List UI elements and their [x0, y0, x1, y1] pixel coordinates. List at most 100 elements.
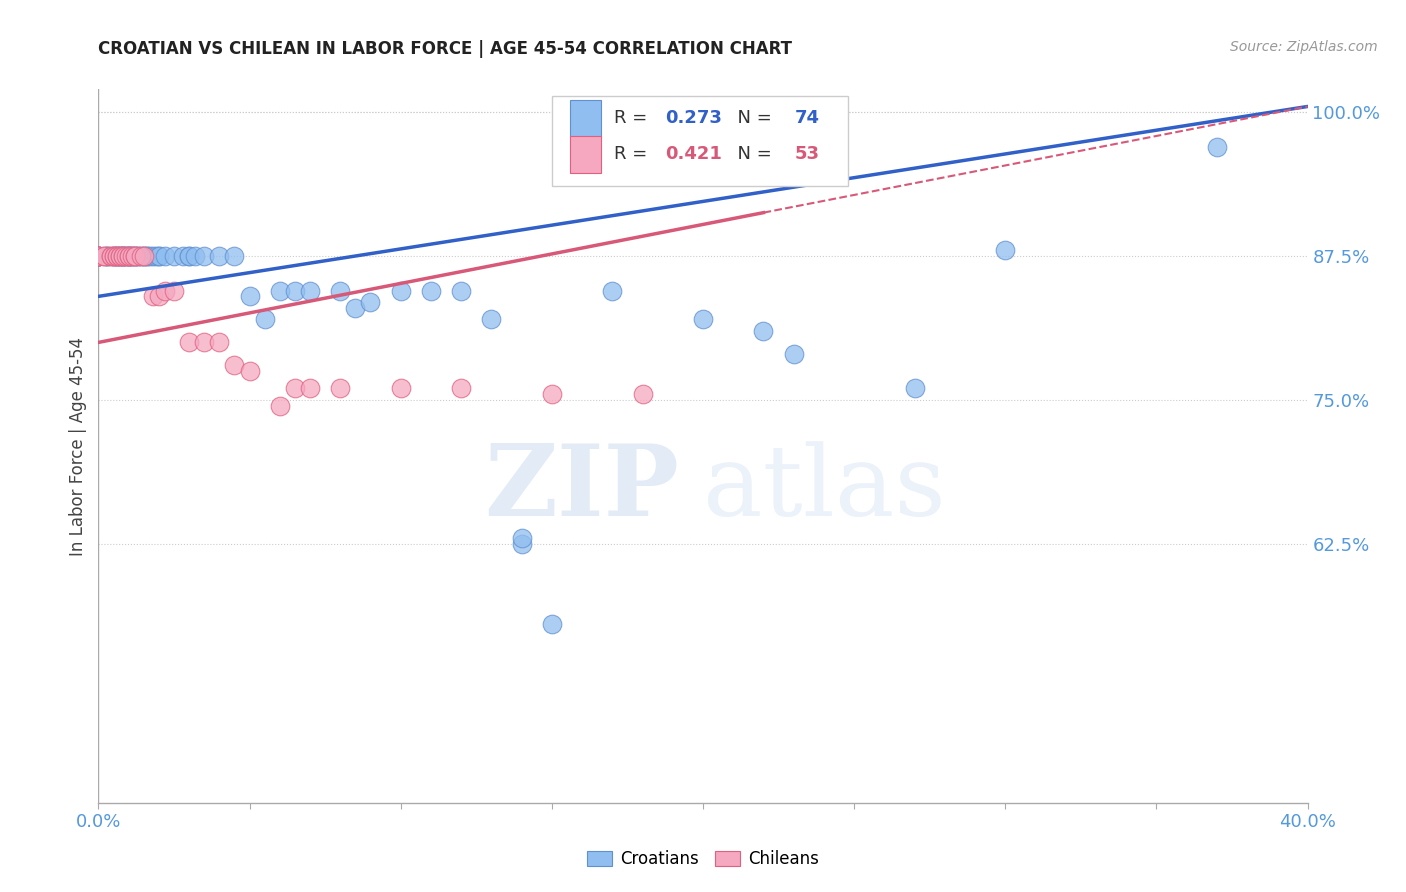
Point: [87, 249, 110, 263]
Point: [127, 249, 149, 263]
Point: [239, 364, 262, 378]
Point: [96, 249, 118, 263]
Point: [127, 249, 149, 263]
Point: [114, 249, 136, 263]
Point: [87, 249, 110, 263]
Point: [124, 249, 146, 263]
Point: [111, 249, 134, 263]
Point: [389, 381, 412, 395]
Point: [103, 249, 125, 263]
Point: [87, 249, 110, 263]
Point: [93, 249, 115, 263]
Text: atlas: atlas: [703, 441, 946, 537]
Point: [360, 295, 382, 310]
Point: [129, 249, 152, 263]
Point: [153, 249, 176, 263]
Text: R =: R =: [613, 145, 652, 163]
Point: [994, 244, 1017, 258]
Text: 74: 74: [794, 109, 820, 127]
Point: [510, 537, 533, 551]
Point: [87, 249, 110, 263]
Text: 0.273: 0.273: [665, 109, 723, 127]
Point: [129, 249, 152, 263]
Point: [96, 249, 118, 263]
Point: [124, 249, 146, 263]
Point: [132, 249, 155, 263]
Point: [100, 249, 122, 263]
Point: [481, 312, 503, 326]
Point: [179, 335, 201, 350]
Point: [87, 249, 110, 263]
Text: 53: 53: [794, 145, 820, 163]
Point: [121, 249, 143, 263]
Point: [124, 249, 146, 263]
Point: [108, 249, 131, 263]
Point: [284, 284, 307, 298]
Point: [145, 249, 167, 263]
Point: [148, 249, 170, 263]
Point: [93, 249, 115, 263]
Point: [111, 249, 134, 263]
Point: [344, 301, 367, 315]
Text: N =: N =: [725, 109, 778, 127]
Point: [87, 249, 110, 263]
Point: [148, 249, 170, 263]
Point: [139, 249, 162, 263]
Point: [118, 249, 141, 263]
Point: [163, 249, 186, 263]
Point: [269, 399, 291, 413]
Point: [540, 617, 562, 632]
Point: [299, 381, 322, 395]
Point: [111, 249, 134, 263]
Point: [111, 249, 134, 263]
Text: R =: R =: [613, 109, 652, 127]
FancyBboxPatch shape: [553, 96, 848, 186]
Point: [96, 249, 118, 263]
Point: [114, 249, 136, 263]
Point: [121, 249, 143, 263]
Text: N =: N =: [725, 145, 778, 163]
Point: [103, 249, 125, 263]
Point: [1206, 140, 1229, 154]
Point: [631, 387, 654, 401]
Legend: Croatians, Chileans: Croatians, Chileans: [579, 844, 827, 875]
Point: [135, 249, 157, 263]
Point: [111, 249, 134, 263]
Point: [299, 284, 322, 298]
Point: [153, 284, 176, 298]
Point: [692, 140, 714, 154]
Point: [118, 249, 141, 263]
Point: [118, 249, 141, 263]
Point: [184, 249, 207, 263]
Point: [208, 249, 231, 263]
Point: [329, 381, 352, 395]
Point: [105, 249, 128, 263]
Point: [103, 249, 125, 263]
Point: [450, 284, 472, 298]
FancyBboxPatch shape: [569, 136, 602, 173]
Text: 0.421: 0.421: [665, 145, 723, 163]
Point: [420, 284, 443, 298]
Point: [208, 335, 231, 350]
Point: [193, 249, 215, 263]
Point: [108, 249, 131, 263]
Point: [148, 289, 170, 303]
Point: [135, 249, 157, 263]
Point: [540, 387, 562, 401]
Point: [193, 335, 215, 350]
Point: [118, 249, 141, 263]
Point: [108, 249, 131, 263]
Point: [121, 249, 143, 263]
Point: [179, 249, 201, 263]
Point: [284, 381, 307, 395]
Point: [132, 249, 155, 263]
Point: [132, 249, 155, 263]
Point: [329, 284, 352, 298]
Point: [389, 284, 412, 298]
Point: [904, 381, 927, 395]
Point: [105, 249, 128, 263]
Point: [105, 249, 128, 263]
Point: [510, 531, 533, 545]
Text: ZIP: ZIP: [484, 441, 679, 537]
Point: [224, 249, 246, 263]
